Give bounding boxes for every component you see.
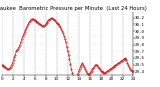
Title: Milwaukee  Barometric Pressure per Minute  (Last 24 Hours): Milwaukee Barometric Pressure per Minute… [0, 6, 147, 11]
